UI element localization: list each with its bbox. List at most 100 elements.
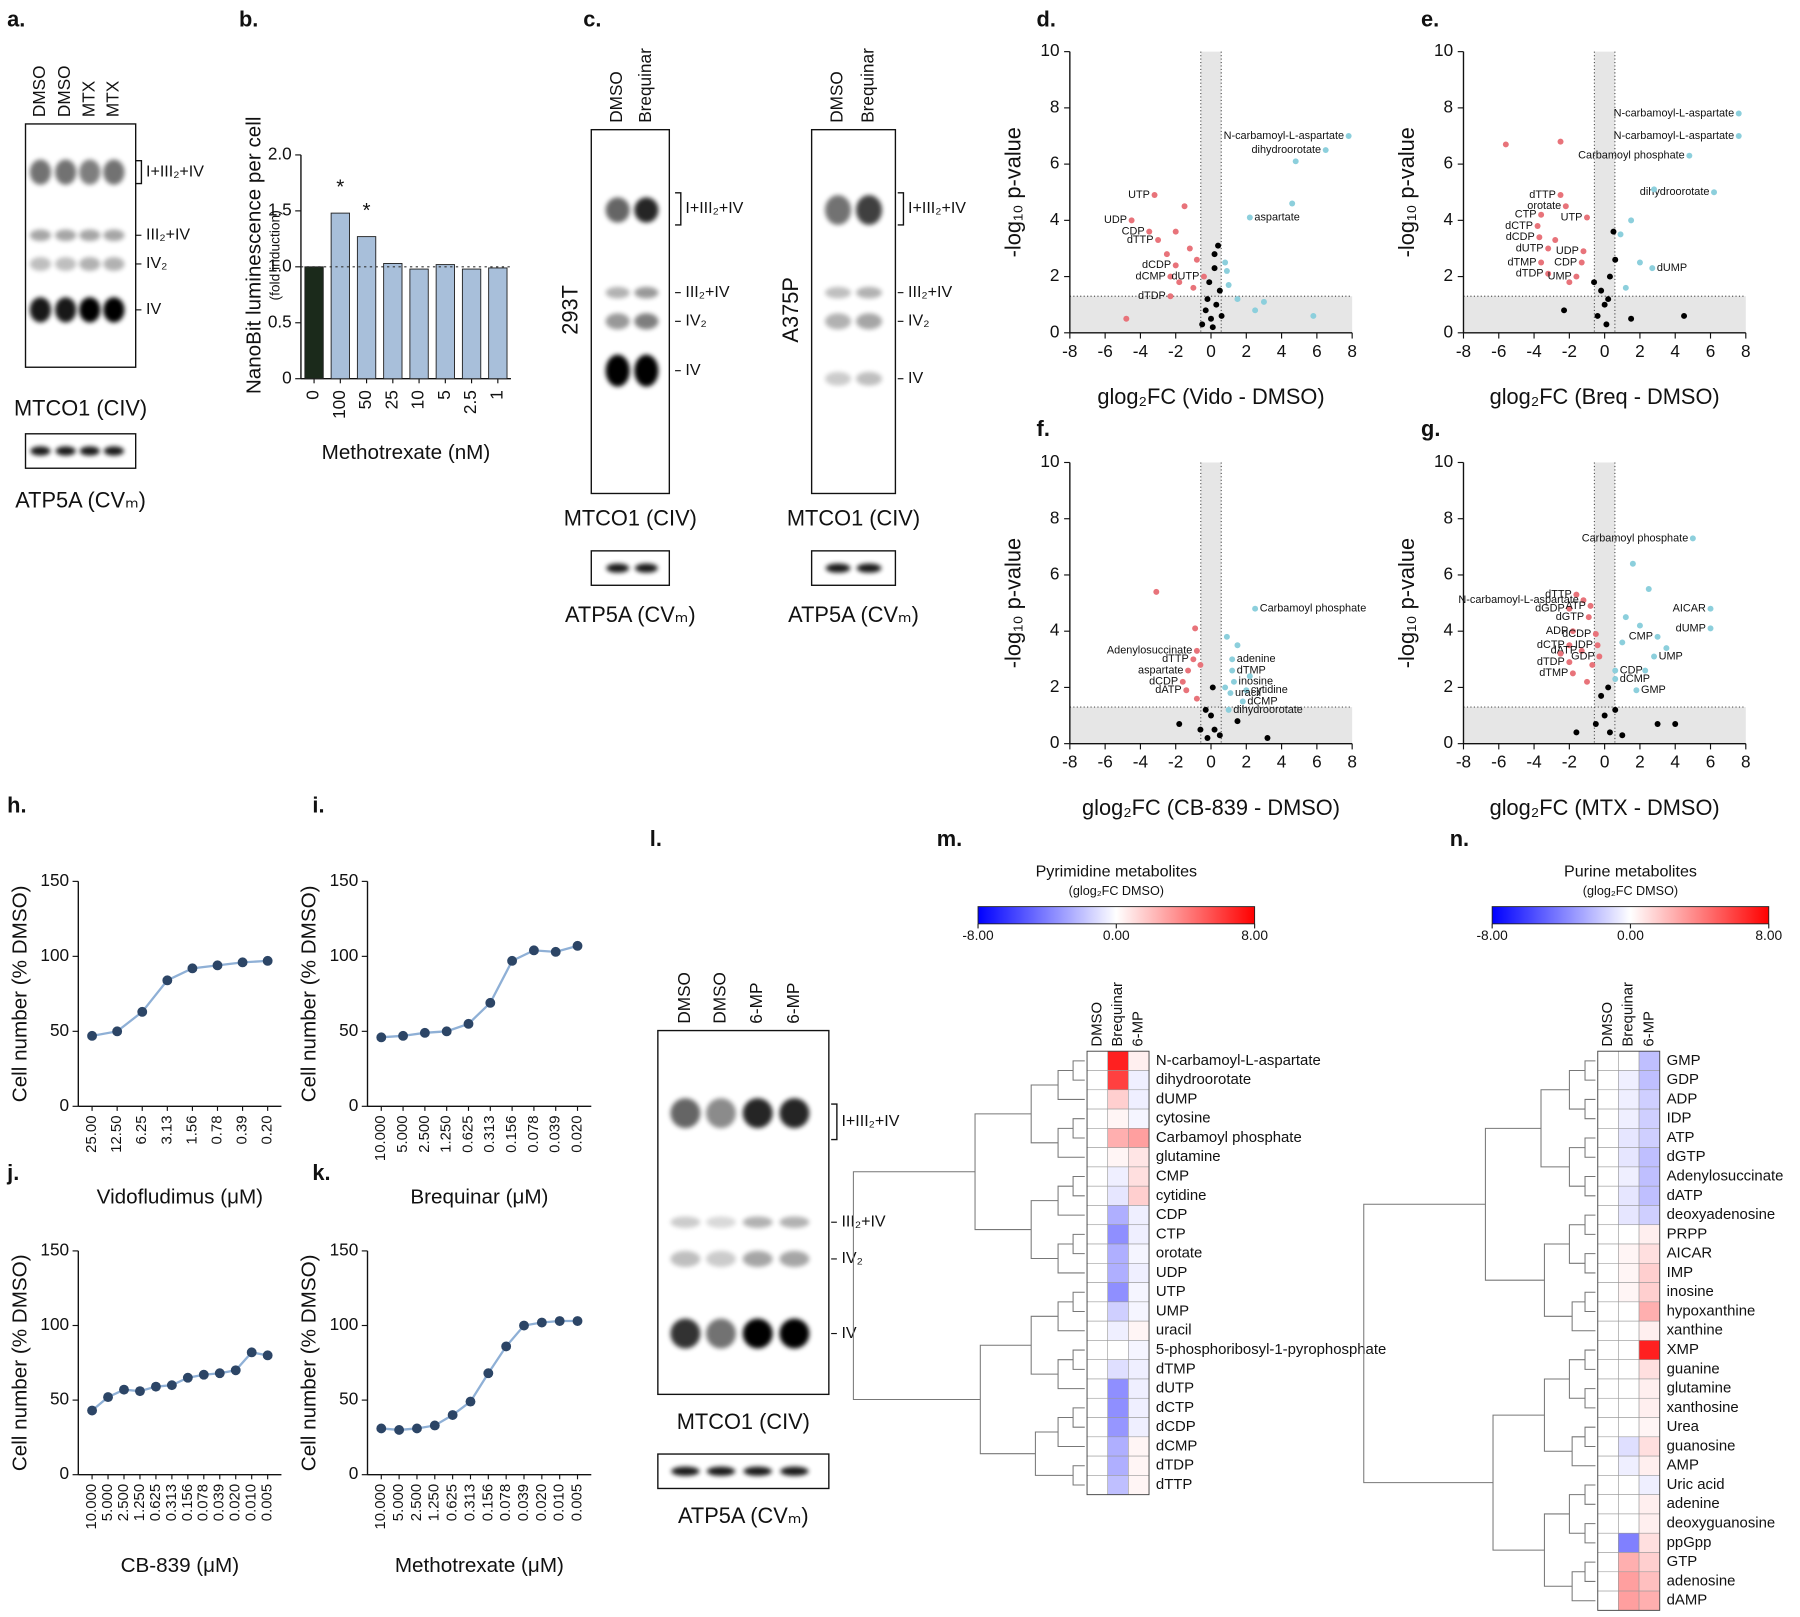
- y-tick-label: 50: [339, 1389, 358, 1409]
- dendrogram-branch: [1584, 1561, 1596, 1582]
- data-point: [376, 1423, 387, 1434]
- y-tick-label: 10: [1434, 40, 1453, 60]
- data-point: [1596, 653, 1603, 660]
- x-tick-label: 0.039: [212, 1484, 228, 1521]
- data-point: [1569, 628, 1576, 635]
- y-axis-label: Cell number (% DMSO): [298, 1254, 321, 1471]
- blot-band: [706, 1250, 736, 1267]
- x-tick-label: 25.00: [84, 1115, 100, 1152]
- point-label: Carbamoyl phosphate: [1578, 150, 1685, 162]
- y-tick-label: 8: [1050, 96, 1060, 116]
- dendrogram-branch: [1484, 1127, 1545, 1281]
- x-tick-label: -6: [1491, 341, 1506, 361]
- heatmap-cell: [1618, 1320, 1640, 1341]
- blot-caption: MTCO1 (CIV): [564, 506, 697, 531]
- point-label: dTDP: [1138, 290, 1166, 302]
- significance-mark: *: [363, 199, 371, 222]
- x-tick-label: 0.020: [228, 1484, 244, 1521]
- heatmap-cell: [1128, 1475, 1150, 1495]
- point-label: UTP: [1561, 211, 1583, 223]
- heatmap-cell: [1597, 1455, 1619, 1476]
- data-point: [1204, 296, 1211, 303]
- x-tick-label: 5.000: [100, 1484, 116, 1521]
- row-label: 5-phosphoribosyl-1-pyrophosphate: [1156, 1342, 1386, 1358]
- heatmap-cell: [1128, 1436, 1150, 1457]
- point-label: UMP: [1548, 270, 1572, 282]
- dendrogram-branch: [1584, 1253, 1596, 1274]
- point-label: dTDP: [1516, 268, 1544, 280]
- data-point: [1202, 307, 1209, 314]
- data-point: [1345, 133, 1352, 139]
- lane-label: MTX: [102, 80, 122, 117]
- x-tick-label: 0.156: [480, 1484, 496, 1521]
- y-tick-label: 0: [60, 1095, 70, 1115]
- x-tick-label: 0.313: [482, 1115, 498, 1152]
- data-point: [1545, 245, 1552, 252]
- point-label: dCMP: [1620, 673, 1650, 685]
- data-point: [1208, 315, 1214, 322]
- heatmap-cell: [1638, 1417, 1661, 1438]
- x-tick-label: -2: [1562, 752, 1577, 772]
- data-point: [465, 1396, 476, 1407]
- threshold-band: [1200, 51, 1222, 333]
- dendrogram-branch: [1057, 1069, 1085, 1100]
- data-point: [230, 1365, 241, 1376]
- colorbar-tick-label: -8.00: [962, 928, 994, 943]
- data-point: [187, 963, 198, 974]
- y-tick-label: 6: [1444, 564, 1454, 584]
- point-label: dCMP: [1136, 270, 1166, 282]
- data-point: [1603, 321, 1610, 328]
- dendrogram-branch: [1363, 1203, 1494, 1484]
- y-tick-label: 2: [1050, 265, 1060, 285]
- row-label: guanosine: [1667, 1438, 1736, 1454]
- row-label: N-carbamoyl-L-aspartate: [1156, 1053, 1321, 1069]
- heatmap-cell: [1618, 1050, 1640, 1071]
- x-tick-label: 0.156: [180, 1484, 196, 1521]
- x-tick-label: 1.250: [132, 1484, 148, 1521]
- data-point: [447, 1410, 458, 1420]
- dendrogram-branch: [1543, 1243, 1573, 1317]
- heatmap-cell: [1618, 1166, 1640, 1187]
- blot-band: [29, 257, 52, 271]
- dendrogram-branch: [1057, 1185, 1085, 1216]
- blot-band: [29, 229, 52, 242]
- lane-label: DMSO: [54, 65, 74, 117]
- point-label: aspartate: [1138, 664, 1183, 676]
- heatmap-cell: [1107, 1185, 1129, 1206]
- heatmap-cell: [1597, 1263, 1619, 1283]
- data-point: [1538, 211, 1545, 218]
- point-label: dUTP: [1172, 270, 1200, 282]
- bar: [304, 266, 324, 380]
- x-tick-label: 50: [355, 390, 375, 409]
- lane-label: MTX: [78, 80, 98, 117]
- point-label: dATP: [1551, 645, 1577, 657]
- heatmap-cell: [1128, 1359, 1150, 1380]
- y-tick-label: 8: [1050, 507, 1060, 527]
- data-point: [1569, 670, 1576, 677]
- heatmap-cell: [1618, 1455, 1640, 1476]
- data-point: [214, 1368, 225, 1379]
- heatmap-cell: [1128, 1205, 1150, 1226]
- row-label: UMP: [1156, 1303, 1189, 1319]
- loading-band: [634, 563, 658, 573]
- point-label: dTTP: [1127, 234, 1154, 246]
- x-tick-label: 0.078: [196, 1484, 212, 1521]
- heatmap-title: Purine metabolites: [1564, 862, 1697, 880]
- dendrogram-branch: [1568, 1224, 1586, 1264]
- bar: [356, 236, 377, 380]
- data-point: [463, 1018, 474, 1029]
- heatmap-cell: [1086, 1301, 1109, 1322]
- data-point: [1123, 315, 1130, 322]
- heatmap-cell: [1107, 1378, 1129, 1399]
- heatmap-cell: [1638, 1282, 1661, 1303]
- x-tick-label: 5: [434, 390, 454, 400]
- blot-band: [634, 197, 659, 223]
- point-label: UMP: [1659, 650, 1683, 662]
- y-tick-label: 6: [1050, 153, 1060, 173]
- heatmap-cell: [1638, 1494, 1661, 1515]
- row-label: dTDP: [1156, 1458, 1194, 1474]
- heatmap-cell: [1128, 1108, 1150, 1129]
- point-label: N-carbamoyl-L-aspartate: [1614, 107, 1734, 119]
- band-label: III₂+IV: [841, 1212, 885, 1230]
